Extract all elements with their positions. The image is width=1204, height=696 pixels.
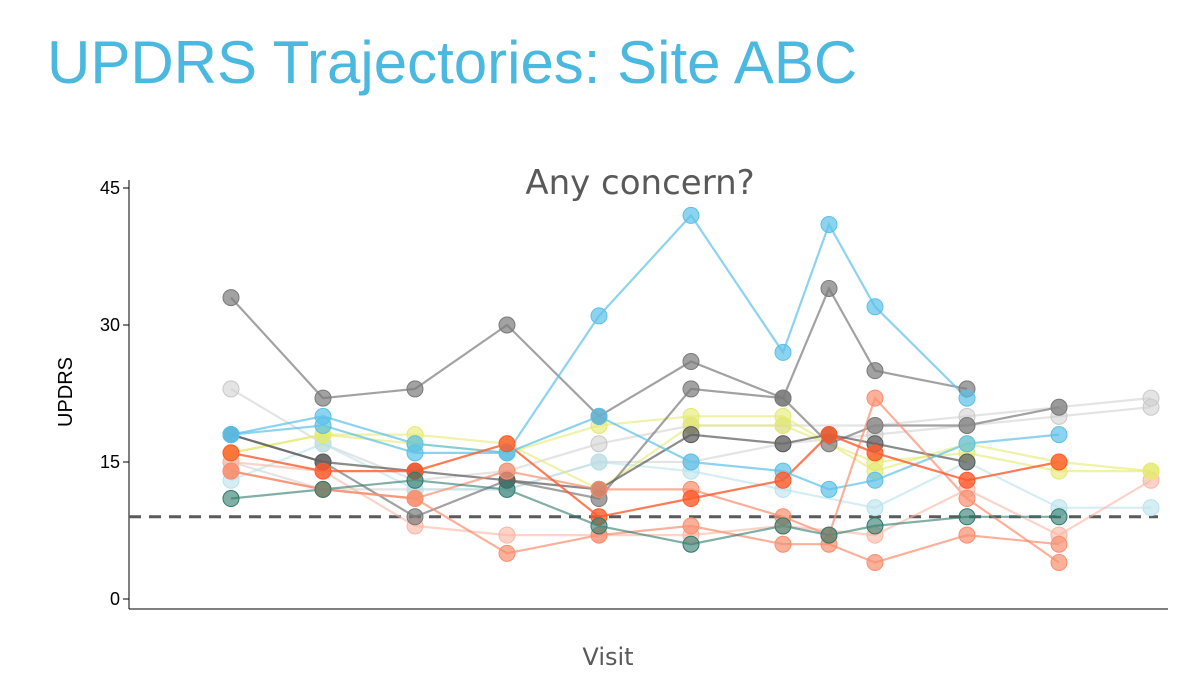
series-line-10: [230, 213, 968, 455]
series-13-point: [958, 490, 976, 508]
series-3-point: [590, 453, 608, 471]
series-14-point: [222, 444, 240, 462]
series-14-point: [774, 471, 792, 489]
chart-subtitle: Any concern?: [525, 163, 754, 203]
series-14-point: [1050, 453, 1068, 471]
series-14-point: [958, 471, 976, 489]
series-7-point: [498, 316, 516, 334]
series-8-point: [406, 508, 424, 526]
series-12-point: [682, 517, 700, 535]
series-6-point: [1142, 462, 1160, 480]
series-points: [222, 206, 1160, 571]
series-8-point: [866, 416, 884, 434]
series-11-point: [820, 480, 838, 498]
y-tick-label: 30: [100, 315, 120, 335]
series-14-point: [866, 444, 884, 462]
series-7-point: [314, 389, 332, 407]
series-14-point: [682, 490, 700, 508]
y-tick-label: 0: [110, 589, 120, 609]
series-4-point: [498, 526, 516, 544]
series-12-point: [866, 553, 884, 571]
series-12-point: [498, 544, 516, 562]
series-15-point: [314, 480, 332, 498]
series-6-point: [774, 407, 792, 425]
series-10-point: [958, 389, 976, 407]
series-15-point: [820, 526, 838, 544]
y-axis-label: UPDRS: [55, 357, 77, 427]
series-8-point: [774, 389, 792, 407]
series-11-point: [958, 435, 976, 453]
series-10-point: [590, 307, 608, 325]
series-14-point: [314, 462, 332, 480]
series-12-point: [958, 526, 976, 544]
series-14-point: [498, 435, 516, 453]
series-11-point: [682, 453, 700, 471]
series-13-point: [590, 480, 608, 498]
series-line-7: [230, 285, 968, 418]
series-2-point: [1142, 398, 1160, 416]
series-9-point: [682, 426, 700, 444]
y-tick-label: 15: [100, 452, 120, 472]
series-6-point: [682, 407, 700, 425]
series-11-point: [1050, 426, 1068, 444]
y-axis: 0 15 30 45: [100, 178, 130, 609]
series-3-point: [866, 499, 884, 517]
series-11-point: [590, 407, 608, 425]
series-8-point: [958, 416, 976, 434]
x-axis-label: Visit: [582, 643, 633, 671]
series-13-point: [222, 462, 240, 480]
series-12-point: [1050, 535, 1068, 553]
series-7-point: [866, 362, 884, 380]
series-14-point: [820, 426, 838, 444]
series-11-point: [406, 444, 424, 462]
series-15-point: [866, 517, 884, 535]
series-7-point: [222, 289, 240, 307]
series-1-point: [590, 435, 608, 453]
series-13-point: [498, 462, 516, 480]
series-9-point: [958, 453, 976, 471]
series-15-point: [774, 517, 792, 535]
series-3-point: [1142, 499, 1160, 517]
series-15-point: [1050, 508, 1068, 526]
series-10-point: [682, 206, 700, 224]
series-8-point: [1050, 398, 1068, 416]
series-10-point: [866, 298, 884, 316]
series-15-point: [590, 517, 608, 535]
series-13-point: [866, 389, 884, 407]
series-15-point: [222, 490, 240, 508]
y-tick-label: 45: [100, 178, 120, 198]
series-10-point: [820, 216, 838, 234]
series-12-point: [774, 535, 792, 553]
series-7-point: [682, 353, 700, 371]
series-10-point: [774, 343, 792, 361]
series-15-point: [958, 508, 976, 526]
series-line-9: [230, 433, 968, 491]
series-11-point: [866, 471, 884, 489]
series-7-point: [406, 380, 424, 398]
series-15-point: [406, 471, 424, 489]
series-11-point: [222, 426, 240, 444]
series-15-point: [682, 535, 700, 553]
series-13-point: [406, 490, 424, 508]
series-13-point: [1050, 553, 1068, 571]
slide-title: UPDRS Trajectories: Site ABC: [47, 29, 858, 96]
series-9-point: [774, 435, 792, 453]
series-7-point: [820, 279, 838, 297]
series-1-point: [222, 380, 240, 398]
series-8-point: [682, 380, 700, 398]
series-11-point: [314, 416, 332, 434]
series-15-point: [498, 480, 516, 498]
